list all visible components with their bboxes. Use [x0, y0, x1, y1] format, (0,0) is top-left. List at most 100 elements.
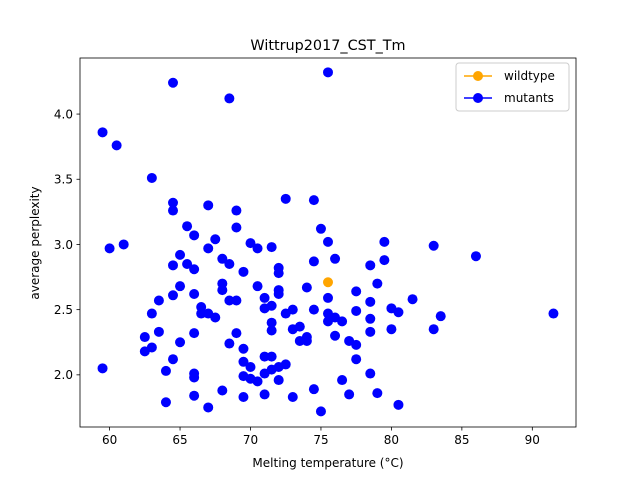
x-tick-label: 80	[384, 433, 399, 447]
data-point-mutants	[301, 335, 312, 346]
data-point-mutants	[153, 326, 164, 337]
data-point-mutants	[231, 205, 242, 216]
data-point-mutants	[351, 354, 362, 365]
data-point-mutants	[393, 307, 404, 318]
x-tick-label: 90	[525, 433, 540, 447]
data-point-mutants	[337, 375, 348, 386]
chart-title: Wittrup2017_CST_Tm	[250, 38, 405, 54]
data-point-mutants	[210, 312, 221, 323]
data-point-wildtype	[323, 277, 333, 288]
data-point-mutants	[294, 321, 305, 332]
data-point-mutants	[365, 326, 376, 337]
data-point-mutants	[203, 243, 214, 254]
data-point-mutants	[146, 308, 157, 319]
data-point-mutants	[301, 282, 312, 293]
data-point-mutants	[266, 317, 277, 328]
data-point-mutants	[118, 239, 129, 250]
data-point-mutants	[280, 359, 291, 370]
data-point-mutants	[365, 313, 376, 324]
data-point-mutants	[323, 292, 333, 303]
data-point-mutants	[168, 77, 178, 88]
x-tick-label: 85	[454, 433, 469, 447]
data-point-mutants	[203, 402, 214, 413]
data-point-mutants	[168, 197, 178, 208]
series-wildtype-points	[323, 277, 333, 288]
data-point-mutants	[428, 240, 439, 251]
data-point-mutants	[97, 363, 108, 374]
data-point-mutants	[160, 397, 171, 408]
data-point-mutants	[196, 308, 207, 319]
data-point-mutants	[111, 140, 122, 151]
legend-marker-wildtype	[473, 71, 483, 81]
data-point-mutants	[238, 392, 249, 403]
data-point-mutants	[224, 259, 235, 270]
data-point-mutants	[217, 285, 228, 296]
legend-frame	[455, 62, 570, 112]
data-point-mutants	[308, 195, 319, 206]
data-point-mutants	[182, 221, 193, 232]
data-point-mutants	[168, 354, 178, 365]
data-point-mutants	[470, 251, 481, 262]
data-point-mutants	[365, 368, 376, 379]
data-point-mutants	[344, 389, 355, 400]
data-point-mutants	[365, 296, 376, 307]
data-point-mutants	[259, 351, 270, 362]
data-point-mutants	[231, 328, 242, 339]
data-point-mutants	[351, 339, 362, 350]
x-axis-label: Melting temperature (°C)	[252, 456, 403, 470]
data-point-mutants	[189, 230, 200, 241]
data-point-mutants	[393, 399, 404, 410]
data-point-mutants	[238, 356, 249, 367]
data-point-mutants	[273, 268, 284, 279]
data-point-mutants	[217, 253, 228, 264]
data-point-mutants	[146, 342, 157, 353]
data-point-mutants	[189, 328, 200, 339]
data-point-mutants	[407, 294, 418, 305]
data-point-mutants	[238, 266, 249, 277]
data-point-mutants	[287, 304, 298, 315]
data-point-mutants	[315, 406, 326, 417]
legend-label-wildtype: wildtype	[504, 69, 555, 83]
legend-entry-wildtype: wildtype	[464, 69, 555, 83]
y-axis-ticks: 2.0 2.5 3.0 3.5 4.0	[54, 107, 80, 382]
data-point-mutants	[435, 311, 446, 322]
plot-frame	[79, 57, 577, 428]
data-point-mutants	[308, 256, 319, 267]
data-point-mutants	[266, 300, 277, 311]
data-point-mutants	[365, 260, 376, 271]
data-point-mutants	[252, 243, 263, 254]
x-tick-label: 65	[172, 433, 187, 447]
data-point-mutants	[189, 289, 200, 300]
data-point-mutants	[245, 362, 256, 373]
legend-marker-mutants	[473, 93, 483, 103]
data-point-mutants	[175, 249, 186, 260]
y-tick-label: 2.5	[54, 303, 73, 317]
x-tick-label: 75	[313, 433, 328, 447]
data-point-mutants	[351, 305, 362, 316]
data-point-mutants	[189, 264, 200, 275]
data-point-mutants	[175, 281, 186, 292]
data-point-mutants	[323, 236, 333, 247]
y-tick-label: 2.0	[54, 368, 73, 382]
y-axis-label: average perplexity	[28, 186, 42, 299]
data-point-mutants	[203, 200, 214, 211]
data-point-mutants	[153, 295, 164, 306]
data-point-mutants	[238, 343, 249, 354]
data-point-mutants	[308, 304, 319, 315]
x-tick-label: 70	[243, 433, 258, 447]
data-point-mutants	[337, 316, 348, 327]
data-point-mutants	[160, 365, 171, 376]
data-point-mutants	[428, 324, 439, 335]
data-point-mutants	[245, 238, 256, 249]
data-point-mutants	[231, 295, 242, 306]
data-point-mutants	[280, 193, 291, 204]
data-point-mutants	[231, 222, 242, 233]
legend-label-mutants: mutants	[504, 91, 554, 105]
x-axis-ticks: 60 65 70 75 80 85 90	[102, 427, 540, 447]
data-point-mutants	[189, 372, 200, 383]
data-point-mutants	[252, 281, 263, 292]
data-point-mutants	[217, 385, 228, 396]
data-point-mutants	[210, 234, 221, 245]
data-point-mutants	[259, 389, 270, 400]
